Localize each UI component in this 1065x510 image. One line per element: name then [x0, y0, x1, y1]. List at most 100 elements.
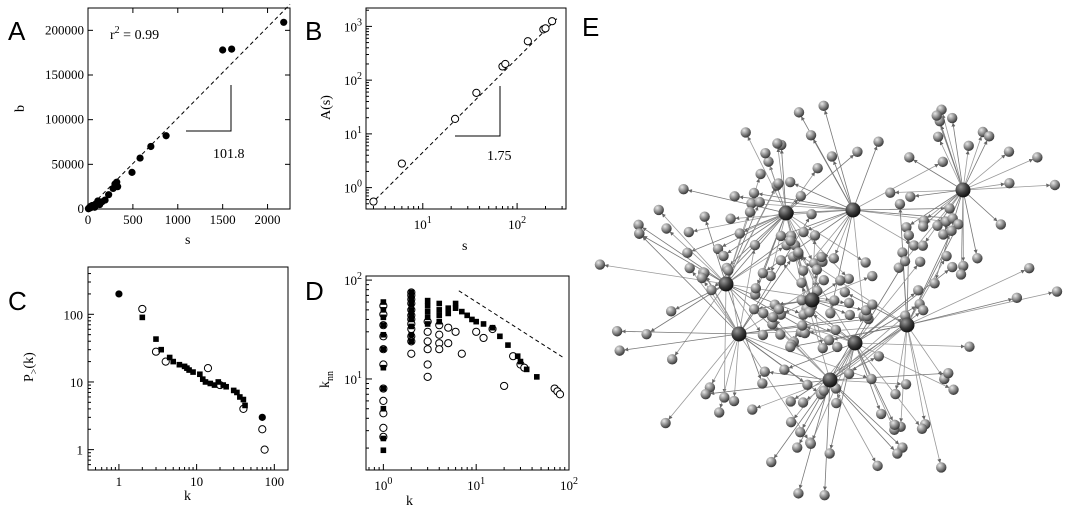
network-edge	[852, 209, 911, 244]
network-node	[594, 259, 606, 270]
panel-b-slope-triangle	[455, 86, 501, 137]
network-edge	[794, 324, 908, 348]
panel-d-point	[472, 327, 481, 336]
panel-a-slope-triangle	[186, 85, 232, 132]
network-edge	[962, 136, 982, 191]
panel-a-ytick-label: 0	[78, 201, 85, 216]
panel-c-point	[203, 364, 213, 373]
panel-d-point	[436, 300, 443, 307]
network-edge	[852, 146, 878, 211]
network-node	[775, 329, 786, 340]
panel-letter-e: E	[582, 12, 599, 42]
panel-d-point	[452, 300, 459, 307]
network-node	[908, 240, 920, 251]
panel-a-xlabel: s	[185, 233, 190, 248]
network-node	[948, 384, 959, 395]
network-node	[929, 278, 940, 289]
panel-d-xlabel: k	[406, 494, 413, 509]
network-edge	[822, 379, 831, 491]
network-node	[1024, 262, 1035, 274]
network-node	[749, 239, 761, 251]
panel-d-point	[444, 339, 453, 348]
panel-c-point	[202, 379, 209, 385]
panel-b-xlabel: s	[462, 239, 467, 254]
panel-b-ylabel: A(s)	[319, 95, 334, 120]
panel-d-point	[408, 292, 415, 299]
network-edge	[669, 231, 727, 285]
network-node	[706, 284, 717, 296]
network-edge	[894, 189, 964, 195]
panel-a-point	[128, 168, 136, 176]
panel-c-xtick-label: 1	[116, 474, 123, 489]
network-node	[729, 191, 740, 202]
network-node	[661, 223, 672, 234]
network-node	[791, 442, 803, 453]
panel-d-point	[497, 333, 503, 340]
panel-c-point	[258, 425, 267, 434]
network-edge	[833, 160, 854, 211]
network-node	[943, 367, 954, 379]
network-node	[797, 265, 809, 276]
network-edge	[758, 192, 854, 211]
network-node	[892, 448, 903, 459]
network-node	[804, 307, 815, 318]
panel-d-point	[534, 374, 540, 380]
panel-d-point	[445, 305, 452, 311]
network-edge	[925, 189, 964, 242]
network-edge	[824, 209, 854, 258]
panel-c-point	[211, 382, 218, 388]
network-node	[897, 247, 908, 258]
panel-c-point	[237, 394, 243, 400]
network-edge	[854, 342, 920, 426]
panel-c-ytick-label: 10	[70, 375, 83, 390]
network-node	[766, 456, 777, 468]
panel-a-point	[147, 142, 155, 151]
network-node	[900, 379, 912, 390]
network-node	[914, 256, 926, 268]
network-node	[802, 379, 813, 390]
panel-c-frame	[87, 266, 289, 471]
network-node	[818, 100, 829, 112]
panel-c-point	[242, 402, 248, 409]
network-edge	[941, 114, 964, 191]
panel-b-point	[450, 114, 460, 123]
network-edge	[894, 324, 908, 390]
panel-d-point	[424, 302, 431, 309]
panel-d-point	[489, 324, 496, 331]
network-node	[796, 277, 807, 289]
panel-c-xtick-label: 100	[265, 474, 285, 489]
network-node	[889, 419, 900, 431]
network-node	[831, 397, 842, 409]
network-node	[872, 460, 883, 472]
panel-a-ytick-label: 200000	[45, 22, 84, 37]
network-edges	[604, 110, 1053, 491]
network-hub-node	[822, 372, 838, 388]
panel-letter-c: C	[8, 286, 27, 316]
network-node	[811, 264, 823, 275]
network-edge	[854, 265, 903, 344]
panel-d-point	[408, 296, 415, 303]
network-node	[946, 225, 957, 237]
panel-b-fit-line	[370, 17, 559, 205]
network-node	[932, 220, 943, 231]
network-edge	[830, 209, 854, 309]
network-edge	[722, 283, 727, 393]
panel-c-point	[207, 380, 214, 387]
panel-b-point	[472, 88, 481, 97]
panel-d-point	[480, 321, 487, 327]
panel-a-ytick-label: 150000	[45, 67, 84, 82]
network-node	[779, 364, 790, 375]
network-node	[775, 230, 787, 242]
panel-d-point	[451, 327, 460, 336]
network-edge	[643, 235, 727, 285]
panel-c: 1 10 100 1 10 100 k P>(k)	[22, 266, 289, 504]
network-node	[750, 283, 762, 294]
panel-a-xtick-label: 500	[123, 212, 143, 227]
panel-c-point	[166, 354, 173, 361]
network-edge	[770, 212, 787, 272]
network-node	[700, 388, 711, 400]
network-edge	[899, 324, 908, 423]
network-node	[714, 407, 725, 418]
panel-d-point	[523, 366, 530, 373]
